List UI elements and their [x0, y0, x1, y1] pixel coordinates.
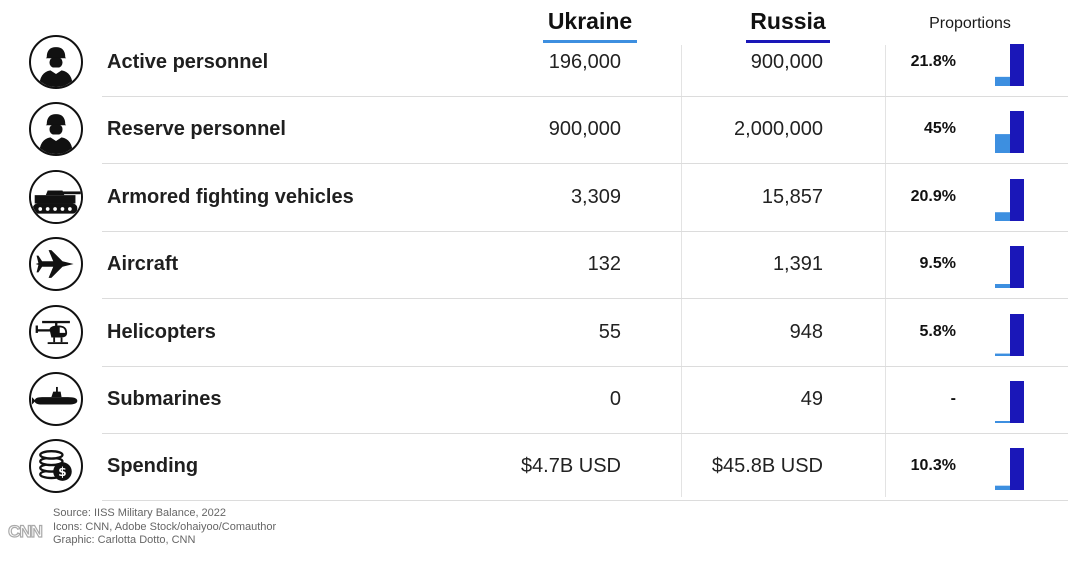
ukraine-bar: [995, 421, 1010, 423]
russia-value: 1,391: [772, 253, 823, 276]
russia-header-label: Russia: [750, 8, 826, 34]
russia-value: 49: [800, 388, 823, 410]
ukraine-value: 900,000: [548, 118, 621, 141]
proportion-bars: [995, 111, 1024, 154]
ukraine-value: 3,309: [570, 185, 621, 208]
table-row: Submarines 0 49 -: [0, 367, 1080, 434]
ukraine-bar: [995, 76, 1010, 86]
column-divider: [681, 45, 682, 497]
russia-bar: [1010, 313, 1024, 356]
proportion-bars: [995, 44, 1024, 86]
svg-text:$: $: [58, 466, 66, 480]
russia-header: Russia: [718, 8, 858, 43]
proportion-bars: [995, 246, 1024, 289]
ukraine-bar: [995, 134, 1010, 154]
svg-text:CNN: CNN: [8, 522, 43, 541]
column-divider: [885, 45, 886, 497]
russia-bar: [1010, 381, 1024, 423]
row-label: Aircraft: [107, 253, 179, 276]
russia-value: 15,857: [761, 185, 823, 208]
proportion-bars: [995, 381, 1024, 423]
submarine-icon: [29, 372, 83, 426]
row-label: Active personnel: [107, 51, 269, 73]
proportion-value: 5.8%: [919, 322, 956, 340]
ukraine-value: 196,000: [548, 51, 621, 73]
russia-bar: [1010, 246, 1024, 289]
ukraine-header-underline: [543, 40, 637, 43]
row-label: Spending: [107, 455, 199, 478]
proportions-header: Proportions: [929, 15, 1011, 32]
russia-bar: [1010, 178, 1024, 221]
row-divider: [102, 500, 1068, 502]
row-label: Helicopters: [107, 320, 216, 343]
table-row: $ Spending $4.7B USD $45.8B USD 10.3%: [0, 434, 1080, 502]
ukraine-value: 132: [587, 253, 621, 276]
proportion-value: 21.8%: [910, 53, 956, 70]
footer-icons-credit: Icons: CNN, Adobe Stock/ohaiyoo/Comautho…: [53, 520, 277, 533]
footer-graphic-credit: Graphic: Carlotta Dotto, CNN: [53, 534, 196, 546]
proportion-value: -: [950, 390, 956, 407]
fighter-jet-icon: [29, 237, 83, 292]
proportion-bars: [995, 448, 1024, 491]
proportion-value: 9.5%: [919, 255, 956, 273]
proportion-value: 20.9%: [910, 187, 956, 205]
row-divider: [102, 298, 1068, 300]
russia-value: $45.8B USD: [711, 455, 823, 478]
soldier-icon: [29, 102, 83, 157]
russia-bar: [1010, 448, 1024, 491]
russia-header-underline: [746, 40, 830, 43]
proportion-value: 45%: [923, 120, 956, 138]
soldier-icon: [29, 35, 83, 89]
table-row: Reserve personnel 900,000 2,000,000 45%: [0, 97, 1080, 165]
table-row: Aircraft 132 1,391 9.5%: [0, 232, 1080, 300]
table-row: Active personnel 196,000 900,000 21.8%: [0, 30, 1080, 97]
ukraine-bar: [995, 284, 1010, 289]
helicopter-icon: [29, 304, 83, 359]
ukraine-header: Ukraine: [520, 8, 660, 43]
proportion-bars: [995, 313, 1024, 356]
row-divider: [102, 365, 1068, 367]
russia-value: 948: [789, 320, 823, 343]
row-label: Armored fighting vehicles: [107, 185, 354, 208]
ukraine-bar: [995, 486, 1010, 491]
money-coins-icon: $: [29, 439, 83, 494]
row-divider: [102, 96, 1068, 97]
table-row: Helicopters 55 948 5.8%: [0, 300, 1080, 367]
proportion-bars: [995, 178, 1024, 221]
ukraine-bar: [995, 353, 1010, 356]
row-divider: [102, 230, 1068, 232]
ukraine-bar: [995, 212, 1010, 221]
tank-icon: [29, 169, 83, 224]
table-row: Armored fighting vehicles 3,309 15,857 20.9…: [0, 165, 1080, 232]
row-label: Reserve personnel: [107, 118, 286, 141]
row-divider: [102, 163, 1068, 165]
russia-bar: [1010, 111, 1024, 154]
russia-value: 900,000: [750, 51, 823, 73]
row-label: Submarines: [107, 388, 222, 410]
proportion-value: 10.3%: [910, 457, 956, 475]
russia-value: 2,000,000: [734, 118, 823, 141]
ukraine-header-label: Ukraine: [547, 8, 633, 34]
russia-bar: [1010, 44, 1024, 86]
row-divider: [102, 433, 1068, 434]
ukraine-value: $4.7B USD: [520, 455, 621, 478]
ukraine-value: 55: [598, 320, 621, 343]
ukraine-value: 0: [609, 388, 621, 410]
footer-credits: Source: IISS Military Balance, 2022 Icon…: [53, 507, 276, 548]
footer-source: Source: IISS Military Balance, 2022: [53, 507, 227, 519]
cnn-logo-icon: CNN: [7, 521, 44, 541]
